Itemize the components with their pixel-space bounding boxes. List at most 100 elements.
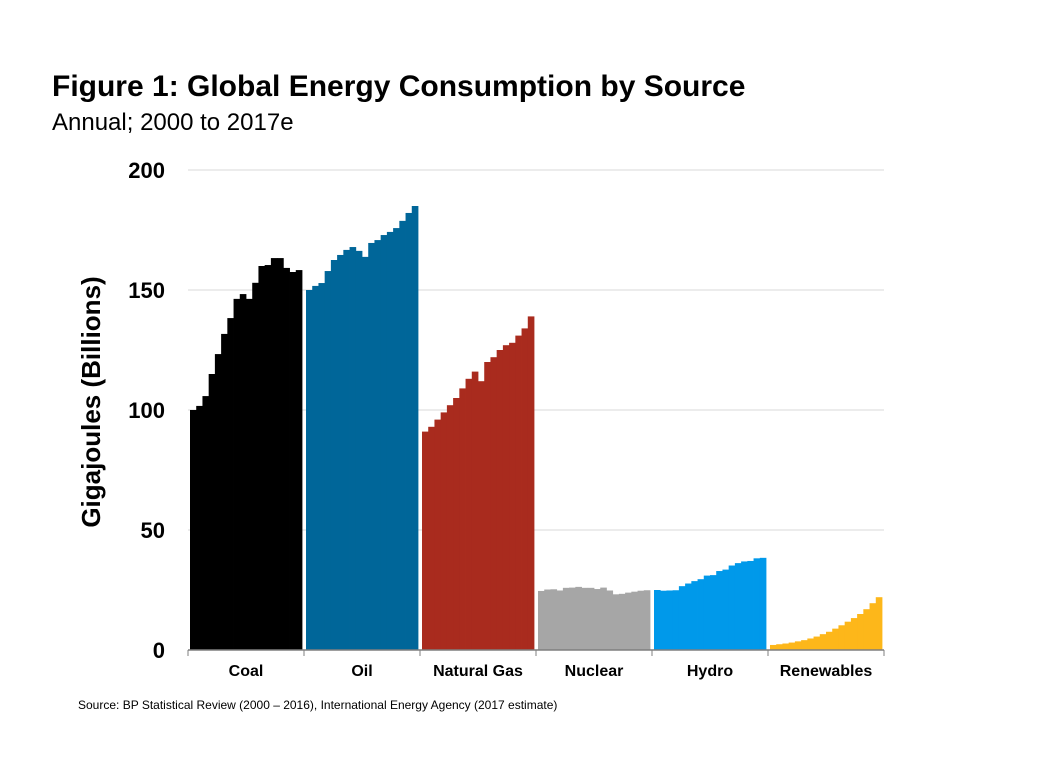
bar: [875, 597, 883, 650]
bar: [252, 282, 259, 650]
bar: [386, 231, 394, 651]
bar: [759, 557, 767, 650]
bar: [678, 586, 686, 650]
bar: [465, 378, 473, 650]
y-axis-label: Gigajoules (Billions): [76, 276, 106, 527]
x-tick-label: Renewables: [780, 663, 873, 680]
bar: [312, 285, 319, 650]
bar: [490, 357, 498, 650]
bar: [337, 254, 344, 650]
bar: [484, 362, 491, 650]
bar: [453, 398, 460, 650]
bar: [722, 569, 730, 650]
bar: [330, 260, 338, 650]
bar: [807, 638, 814, 650]
bar: [716, 571, 723, 650]
x-tick-label: Hydro: [687, 663, 733, 680]
bar: [521, 328, 529, 650]
bar: [509, 342, 516, 650]
bar: [428, 426, 435, 650]
y-tick-label: 100: [128, 398, 165, 423]
bar: [753, 558, 761, 650]
bar: [691, 581, 698, 650]
bar: [637, 590, 645, 650]
bar: [324, 271, 332, 650]
bar: [703, 575, 711, 650]
bar: [393, 228, 400, 650]
bar: [801, 640, 808, 650]
bar: [239, 294, 247, 650]
bar: [776, 644, 783, 650]
bar: [196, 405, 203, 650]
bar: [411, 206, 419, 650]
y-tick-label: 150: [128, 278, 165, 303]
bar: [405, 212, 413, 650]
bar: [697, 579, 705, 650]
bar: [685, 583, 692, 650]
y-tick-label: 0: [153, 638, 165, 663]
x-tick-label: Nuclear: [565, 663, 624, 680]
bar: [246, 298, 253, 650]
y-tick-label: 200: [128, 158, 165, 183]
chart-title: Figure 1: Global Energy Consumption by S…: [52, 70, 745, 103]
bar: [289, 272, 297, 650]
bar: [343, 249, 350, 651]
bar: [355, 250, 363, 650]
bar: [556, 590, 564, 650]
bar: [741, 561, 748, 650]
bar: [208, 374, 216, 650]
bar: [826, 631, 833, 650]
bar: [575, 586, 582, 650]
bar: [562, 587, 570, 650]
bar: [710, 575, 717, 650]
chart-subtitle: Annual; 2000 to 2017e: [52, 109, 294, 136]
bar: [422, 431, 429, 650]
x-tick-label: Coal: [229, 663, 264, 680]
bar: [631, 591, 638, 650]
bar: [728, 565, 736, 650]
bar: [277, 258, 284, 650]
bar: [227, 318, 234, 650]
bar: [813, 636, 821, 650]
bar: [672, 590, 680, 650]
bar: [863, 609, 870, 650]
bar: [869, 603, 877, 650]
bar: [782, 643, 790, 650]
bar: [594, 589, 601, 650]
bar: [446, 405, 454, 650]
bar: [819, 634, 827, 650]
bar: [850, 618, 858, 650]
x-tick-label: Oil: [351, 663, 372, 680]
bar: [434, 419, 442, 650]
bar: [283, 267, 290, 650]
bar: [306, 290, 313, 650]
bar: [380, 235, 388, 651]
bar: [349, 247, 357, 651]
y-tick-label: 50: [141, 518, 165, 543]
bar: [264, 265, 272, 650]
bar: [221, 333, 228, 650]
bar: [368, 242, 375, 650]
x-tick-label: Natural Gas: [433, 663, 523, 680]
bar: [600, 587, 607, 650]
bar: [606, 590, 614, 650]
bar: [734, 563, 742, 650]
bar: [459, 388, 466, 650]
bar: [440, 412, 448, 650]
bar: [857, 614, 864, 650]
bar: [374, 240, 382, 650]
bar: [794, 641, 802, 650]
bar: [625, 592, 632, 650]
bar: [362, 256, 369, 650]
bar: [318, 283, 326, 650]
bar: [788, 642, 796, 650]
bar: [544, 589, 551, 650]
bar: [496, 350, 504, 650]
bar: [654, 590, 661, 650]
bar: [587, 587, 595, 650]
source-note: Source: BP Statistical Review (2000 – 20…: [78, 698, 557, 712]
bar: [515, 335, 522, 650]
bar: [844, 621, 852, 650]
bar: [190, 410, 197, 650]
